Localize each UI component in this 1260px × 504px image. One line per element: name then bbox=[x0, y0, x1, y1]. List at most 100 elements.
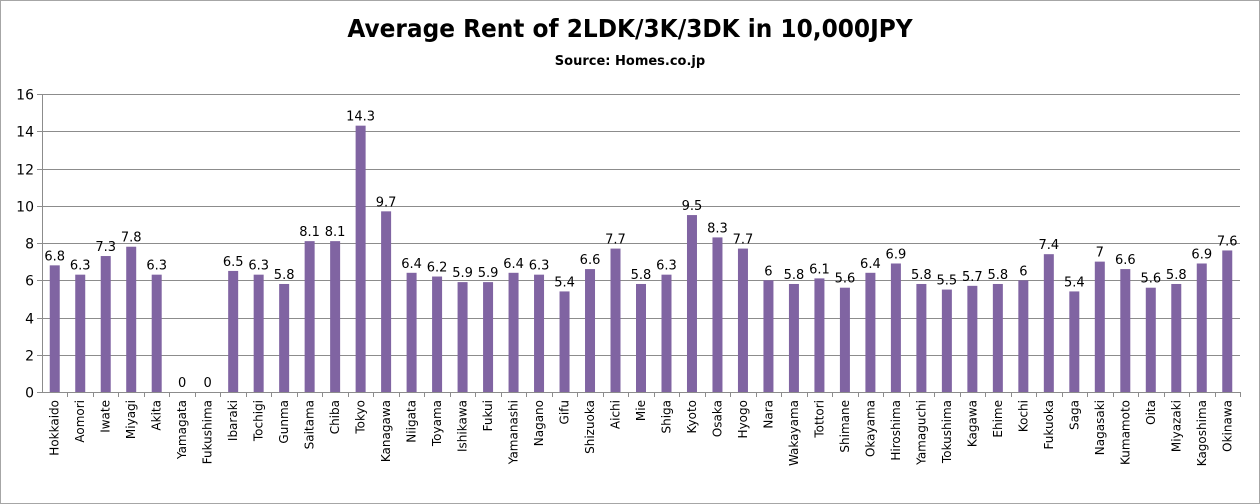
data-label: 6.4 bbox=[503, 257, 524, 272]
bar bbox=[610, 248, 621, 392]
data-label: 6.3 bbox=[146, 259, 167, 274]
data-label: 6.8 bbox=[44, 249, 65, 264]
data-label: 5.8 bbox=[274, 268, 295, 283]
bar bbox=[508, 272, 519, 392]
category-label: Chiba bbox=[328, 400, 342, 434]
category-label: Gifu bbox=[558, 400, 572, 424]
data-label: 6.3 bbox=[529, 259, 550, 274]
bar bbox=[814, 278, 825, 392]
data-label: 5.8 bbox=[784, 268, 805, 283]
data-label: 6 bbox=[1019, 264, 1027, 279]
bar bbox=[49, 265, 60, 392]
category-label: Yamaguchi bbox=[914, 400, 928, 466]
data-label: 6.6 bbox=[580, 253, 601, 268]
data-label: 5.9 bbox=[452, 266, 473, 281]
bar bbox=[737, 248, 748, 392]
category-label: Miyagi bbox=[124, 400, 138, 439]
data-label: 6.3 bbox=[656, 259, 677, 274]
bar bbox=[992, 283, 1003, 392]
bar bbox=[712, 237, 723, 392]
bar bbox=[916, 283, 927, 392]
bar bbox=[1043, 254, 1054, 392]
bar bbox=[151, 274, 162, 392]
data-label: 6.9 bbox=[1191, 247, 1212, 262]
category-label: Osaka bbox=[710, 400, 724, 437]
bar bbox=[304, 241, 315, 392]
category-label: Nara bbox=[761, 400, 775, 429]
data-label: 6.4 bbox=[860, 257, 881, 272]
data-label: 5.4 bbox=[1064, 275, 1085, 290]
data-label: 0 bbox=[178, 376, 186, 391]
category-label: Saitama bbox=[303, 400, 317, 449]
bar bbox=[1069, 291, 1080, 392]
category-label: Kagoshima bbox=[1195, 400, 1209, 466]
category-label: Oita bbox=[1144, 400, 1158, 425]
category-label: Tokushima bbox=[940, 400, 954, 464]
y-tick-label: 12 bbox=[16, 163, 34, 179]
category-label: Hokkaido bbox=[48, 400, 62, 456]
bar bbox=[1145, 287, 1156, 392]
bar bbox=[432, 276, 443, 392]
category-label: Fukui bbox=[481, 400, 495, 431]
bars bbox=[49, 125, 1233, 392]
y-tick-label: 8 bbox=[25, 237, 34, 253]
data-label: 5.8 bbox=[631, 268, 652, 283]
bar bbox=[941, 289, 952, 392]
category-label: Kochi bbox=[1016, 400, 1030, 432]
bar bbox=[559, 291, 570, 392]
category-label: Akita bbox=[150, 400, 164, 431]
bar bbox=[763, 280, 774, 392]
bar bbox=[381, 211, 392, 392]
category-label: Fukuoka bbox=[1042, 400, 1056, 449]
data-label: 8.1 bbox=[299, 225, 320, 240]
data-label: 5.6 bbox=[1140, 272, 1161, 287]
category-label: Okayama bbox=[863, 400, 877, 457]
bar bbox=[1120, 269, 1131, 392]
category-label: Shizuoka bbox=[583, 400, 597, 454]
bar bbox=[75, 274, 86, 392]
data-label: 7.8 bbox=[121, 231, 142, 246]
data-label: 5.5 bbox=[937, 274, 958, 289]
data-label: 9.5 bbox=[682, 199, 703, 214]
bar bbox=[890, 263, 901, 392]
category-labels: Hokkaido Aomori Iwate Miyagi Akita Yamagata Fu… bbox=[48, 400, 1235, 466]
bar bbox=[1171, 283, 1182, 392]
bar bbox=[967, 285, 978, 392]
bar bbox=[1222, 250, 1233, 392]
y-tick-label: 4 bbox=[25, 312, 34, 328]
chart-subtitle: Source: Homes.co.jp bbox=[554, 54, 706, 69]
data-label: 5.8 bbox=[911, 268, 932, 283]
data-label: 6.3 bbox=[248, 259, 269, 274]
category-label: Gunma bbox=[277, 400, 291, 444]
category-label: Okinawa bbox=[1220, 400, 1234, 452]
category-label: Mie bbox=[634, 400, 648, 421]
bar bbox=[636, 283, 646, 392]
data-label: 6.2 bbox=[427, 261, 448, 276]
category-label: Iwate bbox=[99, 400, 113, 433]
data-label: 6.3 bbox=[70, 259, 91, 274]
bar bbox=[585, 269, 596, 392]
category-label: Yamagata bbox=[175, 400, 189, 460]
bar bbox=[253, 274, 264, 392]
category-label: Wakayama bbox=[787, 400, 801, 466]
bar bbox=[1196, 263, 1207, 392]
bar bbox=[686, 215, 697, 392]
data-label: 6.9 bbox=[886, 247, 907, 262]
category-label: Tochigi bbox=[252, 400, 266, 442]
data-label: 5.8 bbox=[1166, 268, 1187, 283]
category-label: Kagawa bbox=[965, 400, 979, 447]
y-tick-label: 14 bbox=[16, 125, 34, 141]
category-label: Ishikawa bbox=[456, 400, 470, 452]
category-label: Kyoto bbox=[685, 400, 699, 434]
bar bbox=[279, 283, 290, 392]
category-label: Kumamoto bbox=[1118, 400, 1132, 465]
y-tick-label: 0 bbox=[25, 386, 34, 402]
category-label: Ehime bbox=[991, 400, 1005, 438]
category-label: Saga bbox=[1067, 400, 1081, 430]
category-label: Yamanashi bbox=[507, 400, 521, 465]
category-label: Kanagawa bbox=[379, 400, 393, 462]
category-label: Miyazaki bbox=[1169, 400, 1183, 452]
data-label: 6.4 bbox=[401, 257, 422, 272]
category-label: Aomori bbox=[73, 400, 87, 443]
